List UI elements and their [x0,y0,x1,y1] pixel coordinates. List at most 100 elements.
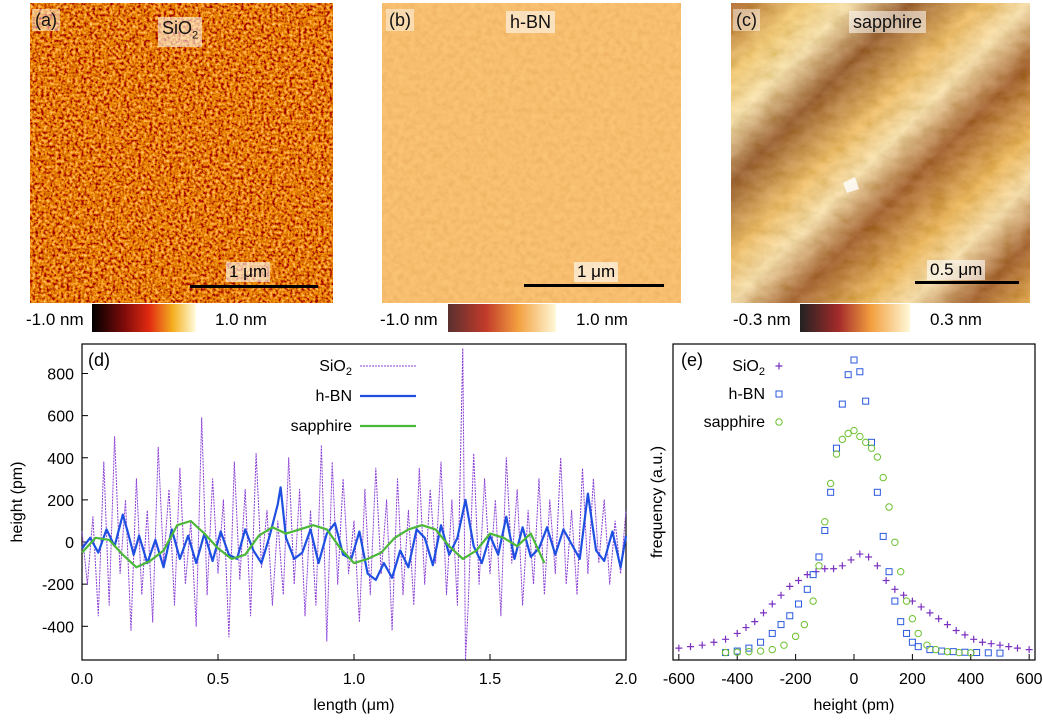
data-point-sio [935,615,943,623]
data-point-h-bn [786,612,794,620]
data-point-h-bn [757,638,765,646]
data-point-sio [865,553,873,561]
data-point-sapphire [879,473,887,482]
scalebar-label-b: 1 μm [574,262,619,282]
data-point-sio [821,565,829,573]
plot-frame-d [81,343,627,661]
data-point-sapphire [897,567,905,576]
data-point-sapphire [756,647,765,655]
data-point-sio [710,638,718,646]
y-tick-label-d: 600 [47,409,74,426]
data-point-sio [675,644,683,652]
data-point-h-bn [768,629,776,637]
afm-image-sapphire: (c) sapphire 0.5 μm [731,3,1030,303]
data-point-h-bn [961,648,969,656]
plot-frame-e [672,343,1036,661]
data-point-sio [768,600,776,608]
data-point-sio [838,562,846,570]
y-tick-label-d: 800 [47,366,74,383]
x-tick-label-e: 200 [899,671,926,688]
data-point-sio [996,641,1004,649]
data-point-sapphire [832,450,841,458]
panel-label-d: (d) [88,350,110,370]
height-profile-chart: 0.0 0.5 1.0 1.5 2.0 -400 -200 0 200 400 600 800 leng… [9,343,637,714]
y-tick-label-d: -200 [42,577,74,594]
panel-title-hbn: h-BN [506,11,556,33]
data-point-h-bn [745,644,753,652]
y-tick-label-d: 0 [65,535,74,552]
data-point-sio [760,609,767,617]
data-point-sio [786,582,794,590]
data-point-h-bn [984,649,992,657]
colorbar-a-max: 1.0 nm [215,310,267,329]
data-point-h-bn [973,649,981,657]
colorbar-b-max: 1.0 nm [576,310,628,329]
data-point-sapphire [891,538,899,546]
scalebar-b [524,284,664,287]
colorbar-c-max: 0.3 nm [930,310,982,329]
legend-label-d: sapphire [291,418,352,435]
series-line-h-bn [81,486,628,581]
data-point-sio [777,591,785,599]
scalebar-a [190,285,318,288]
data-point-sio [847,556,855,564]
panel-title-sio2: SiO2 [158,17,203,47]
data-point-sio [722,635,730,643]
x-tick-label-e: 400 [957,671,984,688]
height-histogram-chart: -600 -400 -200 0 200 400 600 height (pm) frequen… [649,343,1043,714]
data-point-sapphire [838,435,847,444]
legend-label-d: SiO2 [319,358,352,378]
scalebar-c [915,281,1019,284]
series-line-sio [81,347,627,661]
data-point-sio [830,565,838,573]
data-point-sio [1005,643,1013,651]
series-line-sapphire [81,519,546,569]
data-point-h-bn [908,638,916,646]
scalebar-label-c: 0.5 μm [927,260,986,280]
data-point-sio [742,624,750,632]
data-point-sio [751,618,759,626]
data-point-sio [687,643,695,651]
data-point-sio [891,585,899,593]
data-point-h-bn [803,585,811,593]
colorbar-a-min: -1.0 nm [26,310,84,329]
data-point-h-bn [844,371,852,379]
data-point-sapphire [809,597,817,605]
data-point-sio [900,591,908,599]
data-point-sapphire [856,432,864,441]
data-point-sio [856,550,864,558]
y-tick-label-d: 200 [47,493,74,510]
y-axis-label-e: frequency (a.u.) [649,446,666,558]
data-point-sapphire [902,597,911,605]
panel-label-b: (b) [386,9,414,31]
data-point-sio [1025,646,1033,654]
legend-label-e: h-BN [729,386,765,403]
panel-label-e: (e) [681,350,703,370]
data-point-h-bn [809,571,817,579]
data-point-h-bn [795,600,803,608]
data-point-h-bn [879,532,887,540]
x-tick-label-d: 1.0 [343,671,365,688]
colorbar-c [800,304,910,332]
data-point-h-bn [821,527,829,535]
data-point-sapphire [721,648,730,657]
data-point-sapphire [955,648,963,657]
data-point-sio [803,571,811,579]
legend-marker-e [775,362,783,370]
data-point-h-bn [938,647,946,655]
legend-label-e: SiO2 [732,358,765,378]
data-point-sio [733,629,741,637]
data-point-h-bn [868,438,876,446]
colorbar-c-min: -0.3 nm [733,310,791,329]
legend-marker-e [775,390,783,398]
data-point-h-bn [862,397,870,405]
data-point-sio [1013,644,1021,652]
data-point-sio [882,577,890,584]
data-point-sapphire [850,426,858,435]
x-tick-label-e: -400 [721,671,753,688]
data-point-sapphire [867,444,876,452]
data-point-sapphire [815,562,823,570]
data-point-h-bn [903,629,911,637]
x-tick-label-e: -600 [663,671,695,688]
data-point-h-bn [885,568,893,576]
